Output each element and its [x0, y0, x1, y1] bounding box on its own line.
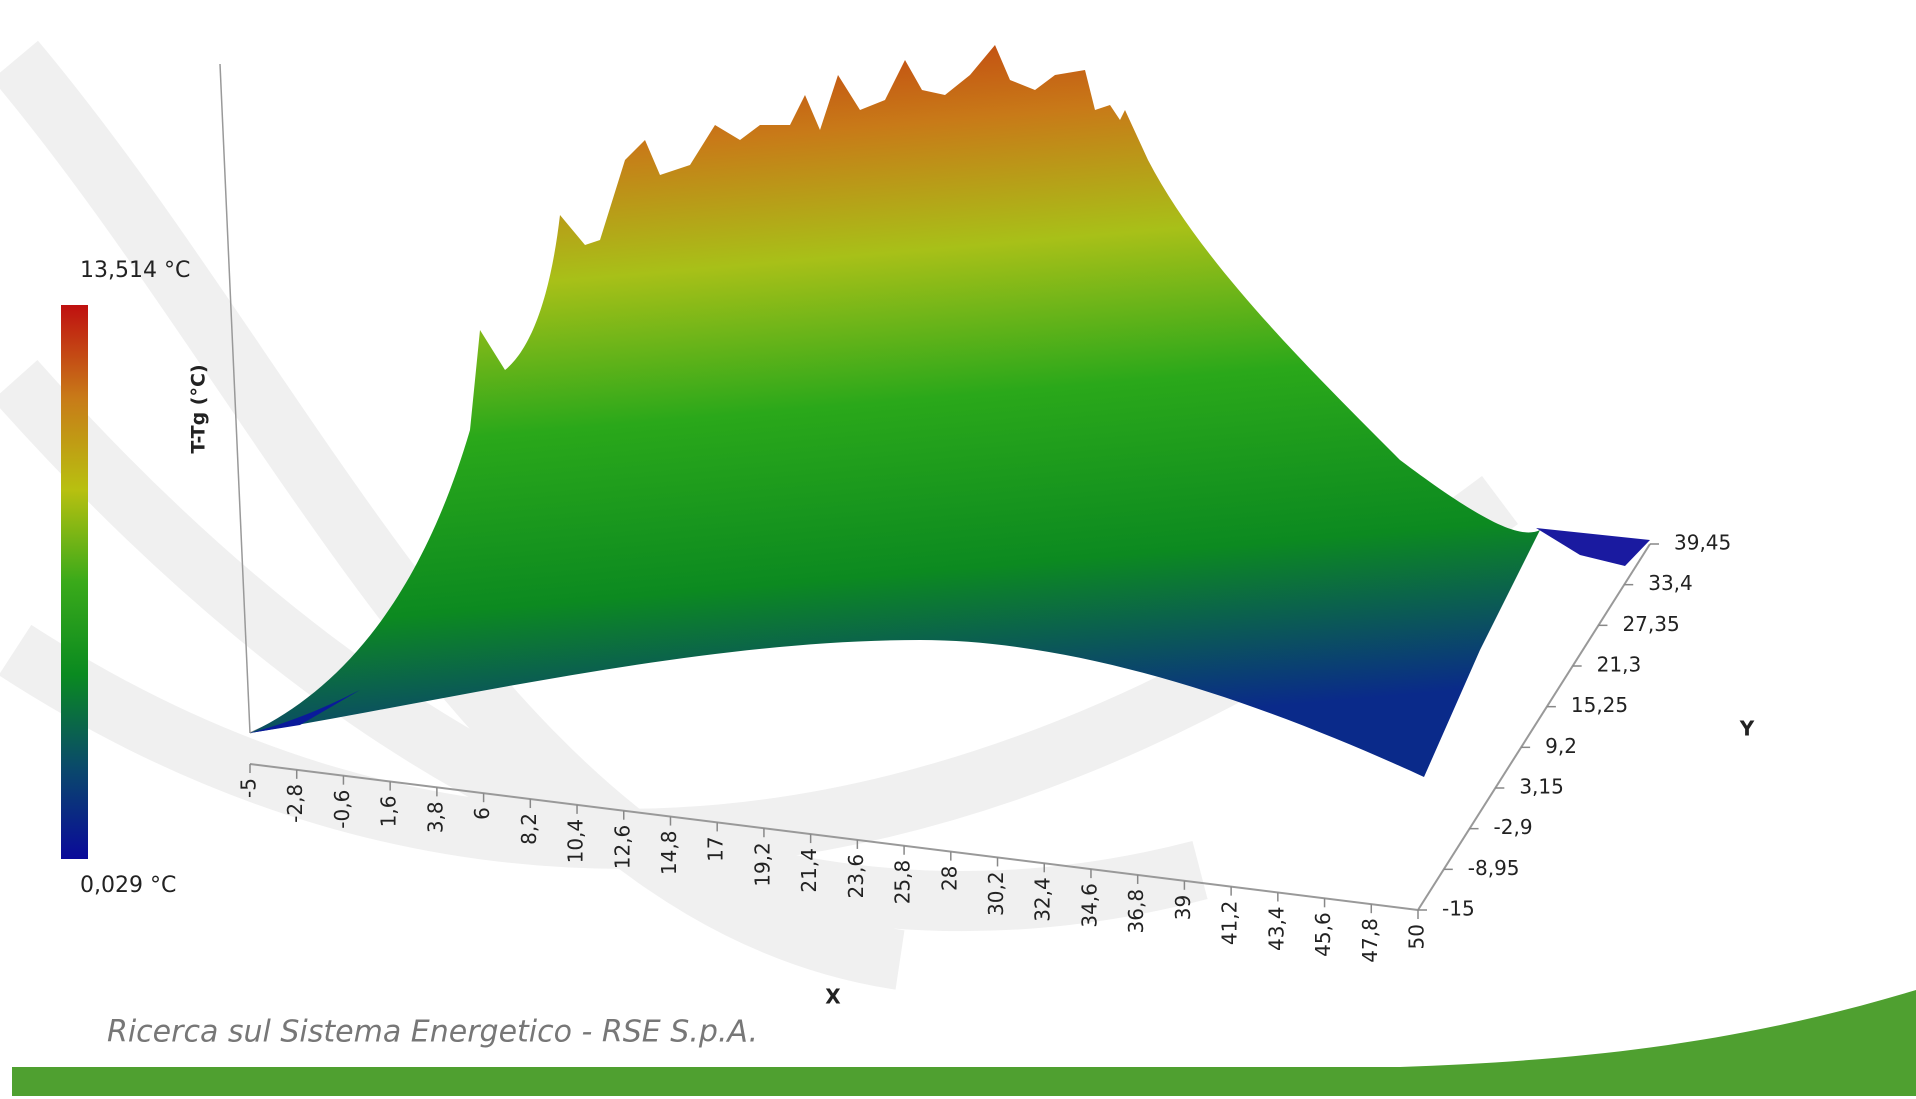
x-axis	[249, 763, 1419, 911]
x-tick-label: 41,2	[1218, 901, 1242, 946]
y-tick-label: -15	[1442, 897, 1475, 921]
x-tick-label: 12,6	[610, 825, 634, 870]
y-axis	[1417, 543, 1651, 911]
surface	[250, 45, 1540, 777]
x-tick-label: 1,6	[377, 796, 401, 828]
y-tick-label: 27,35	[1622, 612, 1679, 636]
y-tick-label: 33,4	[1648, 571, 1693, 595]
x-tick-label: 23,6	[844, 854, 868, 899]
x-tick-label: -2,8	[283, 784, 307, 823]
y-tick-label: 9,2	[1545, 734, 1577, 758]
x-tick-label: 25,8	[891, 860, 915, 905]
footer-text: Ricerca sul Sistema Energetico - RSE S.p…	[107, 1015, 758, 1050]
x-tick-label: 32,4	[1031, 877, 1055, 922]
footer-band	[12, 990, 1916, 1067]
y-tick-label: 3,15	[1519, 775, 1564, 799]
colorbar-label: 0,029 °C	[80, 873, 176, 898]
x-tick-label: 34,6	[1077, 883, 1101, 928]
x-tick-label: 30,2	[984, 871, 1008, 916]
x-axis-label: X	[825, 985, 841, 1009]
colorbar-label: 13,514 °C	[80, 258, 190, 283]
surface	[1536, 528, 1650, 566]
x-tick-label: 8,2	[517, 813, 541, 845]
x-tick-label: 43,4	[1264, 906, 1288, 951]
x-tick-label: 19,2	[750, 842, 774, 887]
x-tick-label: 17	[704, 836, 728, 861]
x-tick-label: 6	[470, 807, 494, 820]
x-tick-label: 28	[937, 866, 961, 891]
y-tick-label: 15,25	[1571, 693, 1628, 717]
x-tick-label: 36,8	[1124, 889, 1148, 934]
x-tick-label: 39	[1171, 895, 1195, 920]
x-tick-label: 50	[1405, 924, 1429, 949]
x-tick-label: 21,4	[797, 848, 821, 893]
x-tick-label: 45,6	[1311, 912, 1335, 957]
z-axis	[219, 63, 251, 734]
x-tick-label: -5	[237, 778, 261, 798]
x-tick-label: 47,8	[1358, 918, 1382, 963]
x-tick-label: 14,8	[657, 831, 681, 876]
z-axis-label: T-Tg (°C)	[188, 364, 210, 453]
y-tick-label: 21,3	[1597, 653, 1642, 677]
y-axis-label: Y	[1739, 717, 1755, 741]
y-tick-label: -8,95	[1468, 856, 1520, 880]
x-tick-label: 10,4	[564, 819, 588, 864]
x-tick-label: 3,8	[423, 801, 447, 833]
x-tick-label: -0,6	[330, 790, 354, 829]
footer-band	[12, 1067, 1916, 1096]
y-tick-label: -2,9	[1494, 815, 1533, 839]
y-tick-label: 39,45	[1674, 531, 1731, 555]
colorbar	[61, 305, 88, 859]
